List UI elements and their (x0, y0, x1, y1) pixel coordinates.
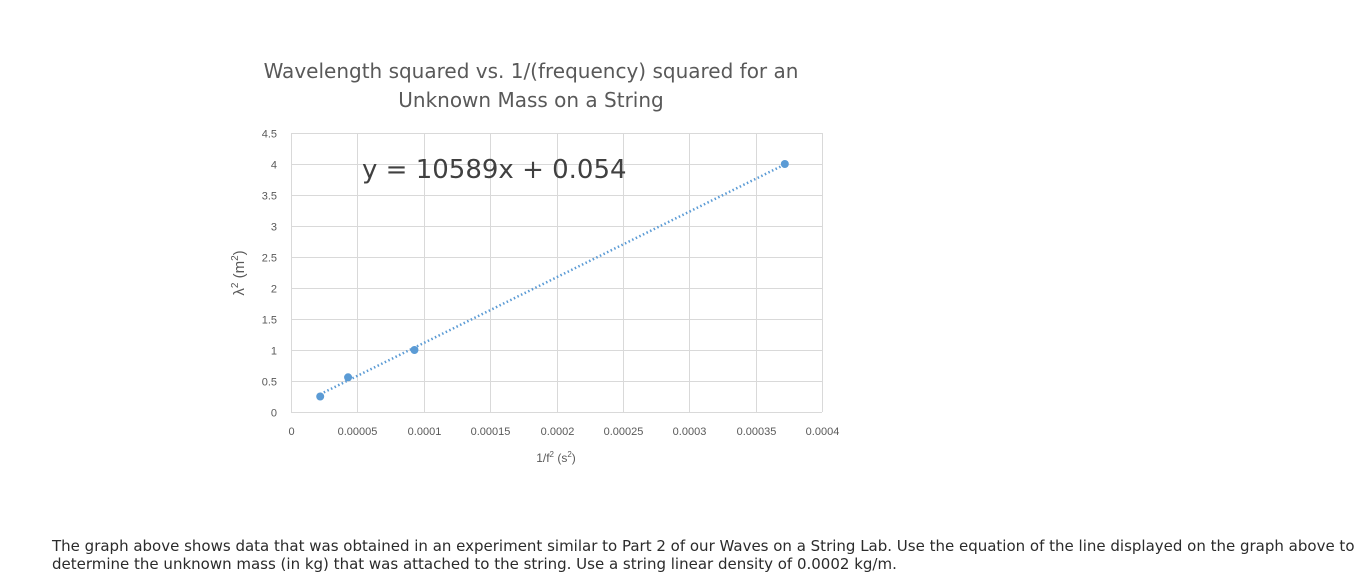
y-tick-label: 2 (271, 284, 277, 296)
trendline-layer (319, 163, 786, 396)
trendline (319, 163, 786, 396)
x-axis-title-superscript: 2 (550, 450, 555, 459)
x-tick-label: 0.0004 (806, 426, 840, 438)
y-tick-label: 1.5 (262, 315, 277, 327)
y-axis-title-unit-superscript: 2 (230, 255, 241, 261)
x-tick-label: 0.0002 (541, 426, 575, 438)
y-tick-label: 1 (271, 346, 277, 358)
x-tick-label: 0.0003 (673, 426, 707, 438)
data-points (316, 160, 789, 401)
x-tick-label: 0.00025 (604, 426, 644, 438)
x-tick-labels: 0 0.00005 0.0001 0.00015 0.0002 0.00025 0.0003… (288, 426, 839, 438)
x-tick-label: 0.00035 (737, 426, 777, 438)
x-axis-title-unit-close: ) (572, 451, 576, 465)
data-point (780, 160, 789, 168)
y-tick-label: 2.5 (262, 253, 277, 265)
y-tick-labels: 0 0.5 1 1.5 2 2.5 3 3.5 4 4.5 (262, 129, 277, 420)
y-tick-label: 3 (271, 222, 277, 234)
x-axis-title-unit-superscript: 2 (567, 450, 572, 459)
x-axis-title-unit-open: (s (554, 451, 567, 465)
x-tick-label: 0 (288, 426, 294, 438)
y-axis-title: λ2 (m2) (230, 250, 248, 295)
trendline-equation: y = 10589x + 0.054 (362, 155, 627, 185)
grid-layer (291, 133, 823, 413)
data-point (316, 392, 325, 401)
y-tick-label: 3.5 (262, 191, 277, 203)
y-tick-label: 0 (271, 408, 277, 420)
y-tick-label: 0.5 (262, 377, 277, 389)
y-axis-title-unit-close: ) (231, 250, 248, 255)
y-axis-title-superscript: 2 (230, 282, 241, 288)
x-axis-title-main: 1/f (536, 451, 550, 465)
x-axis-title: 1/f2 (s2) (536, 450, 576, 465)
question-text: The graph above shows data that was obta… (52, 537, 1355, 573)
chart-title-line-2: Unknown Mass on a String (398, 88, 663, 112)
x-tick-label: 0.00015 (471, 426, 511, 438)
x-tick-label: 0.00005 (338, 426, 378, 438)
chart: Wavelength squared vs. 1/(frequency) squ… (230, 59, 839, 465)
data-point (344, 373, 353, 382)
y-axis-title-main: λ (231, 288, 248, 296)
x-tick-label: 0.0001 (408, 426, 442, 438)
y-tick-label: 4.5 (262, 129, 277, 141)
y-tick-label: 4 (271, 160, 277, 172)
data-point (410, 346, 419, 354)
y-axis-title-unit-open: (m (231, 261, 248, 283)
chart-title-line-1: Wavelength squared vs. 1/(frequency) squ… (264, 59, 799, 83)
